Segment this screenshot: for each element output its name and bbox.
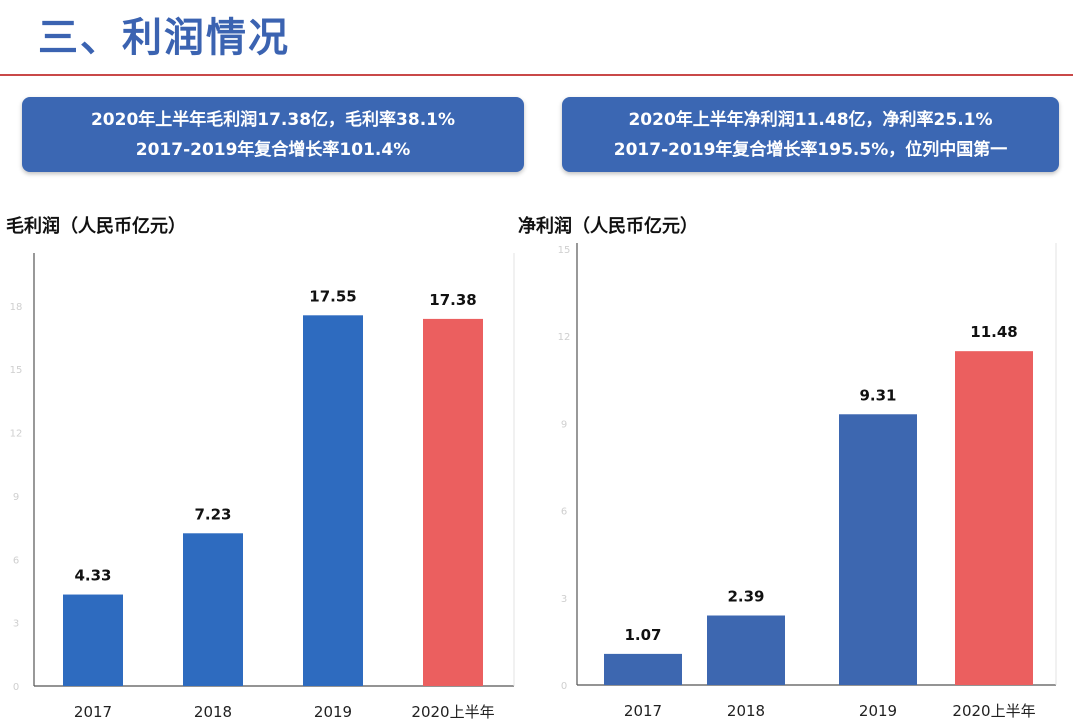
net-y-tick-label: 12	[558, 332, 571, 343]
gross-bar-2019	[303, 315, 363, 686]
gross-category-label: 2018	[194, 703, 232, 721]
net-bar-2018	[707, 615, 785, 685]
gross-profit-banner-line1: 2020年上半年毛利润17.38亿，毛利率38.1%	[90, 109, 456, 130]
net-profit-chart: 0 3 6 9 12 15 1.07 2017 2.39 2018 9.31 2019 11.48 202…	[530, 235, 1070, 728]
net-bar-2020上半年	[955, 351, 1033, 685]
page-title: 三、利润情况	[38, 15, 290, 61]
gross-y-tick-label: 3	[13, 619, 19, 630]
net-profit-chart-title: 净利润（人民币亿元）	[518, 216, 698, 237]
net-bar-2019	[839, 414, 917, 685]
net-profit-banner: 2020年上半年净利润11.48亿，净利率25.1% 2017-2019年复合增…	[562, 97, 1059, 172]
gross-y-tick-label: 6	[13, 555, 19, 566]
net-category-label: 2018	[727, 702, 765, 720]
net-data-label: 9.31	[859, 386, 896, 404]
net-profit-banner-line2: 2017-2019年复合增长率195.5%，位列中国第一	[613, 139, 1008, 160]
gross-profit-banner: 2020年上半年毛利润17.38亿，毛利率38.1% 2017-2019年复合增…	[22, 97, 524, 172]
net-category-label: 2020上半年	[952, 702, 1035, 720]
net-data-label: 2.39	[727, 588, 764, 606]
net-bar-2017	[604, 653, 682, 685]
gross-bar-2020上半年	[423, 318, 483, 686]
gross-profit-chart-title: 毛利润（人民币亿元）	[6, 216, 186, 237]
net-category-label: 2019	[859, 702, 897, 720]
gross-y-tick-label: 9	[13, 492, 19, 503]
title-divider	[0, 74, 1073, 76]
gross-y-tick-label: 18	[10, 302, 23, 313]
gross-bar-2017	[63, 594, 123, 686]
gross-bar-2018	[183, 533, 243, 686]
net-data-label: 11.48	[970, 323, 1017, 341]
gross-category-label: 2019	[314, 703, 352, 721]
gross-profit-chart: 0 3 6 9 12 15 18 4.33 2017 7.23 2018 17.55 2019 17.38…	[0, 235, 522, 728]
gross-data-label: 17.38	[429, 291, 476, 309]
gross-profit-chart-svg: 0 3 6 9 12 15 18 4.33 2017 7.23 2018 17.55 2019 17.38…	[10, 253, 515, 721]
net-y-tick-label: 9	[561, 419, 567, 430]
net-y-tick-label: 3	[561, 594, 567, 605]
gross-y-tick-label: 12	[10, 429, 23, 440]
net-y-tick-label: 6	[561, 507, 567, 518]
gross-data-label: 17.55	[309, 287, 356, 305]
net-y-tick-label: 15	[558, 245, 571, 256]
gross-category-label: 2020上半年	[411, 703, 494, 721]
net-data-label: 1.07	[624, 626, 661, 644]
gross-y-tick-label: 15	[10, 365, 23, 376]
net-profit-chart-svg: 0 3 6 9 12 15 1.07 2017 2.39 2018 9.31 2019 11.48 202…	[558, 243, 1057, 720]
net-category-label: 2017	[624, 702, 662, 720]
net-y-tick-label: 0	[561, 681, 567, 692]
gross-data-label: 4.33	[74, 567, 111, 585]
gross-y-tick-label: 0	[13, 682, 19, 693]
gross-category-label: 2017	[74, 703, 112, 721]
gross-data-label: 7.23	[194, 505, 231, 523]
net-profit-banner-line1: 2020年上半年净利润11.48亿，净利率25.1%	[628, 109, 993, 130]
gross-profit-banner-line2: 2017-2019年复合增长率101.4%	[135, 139, 411, 160]
